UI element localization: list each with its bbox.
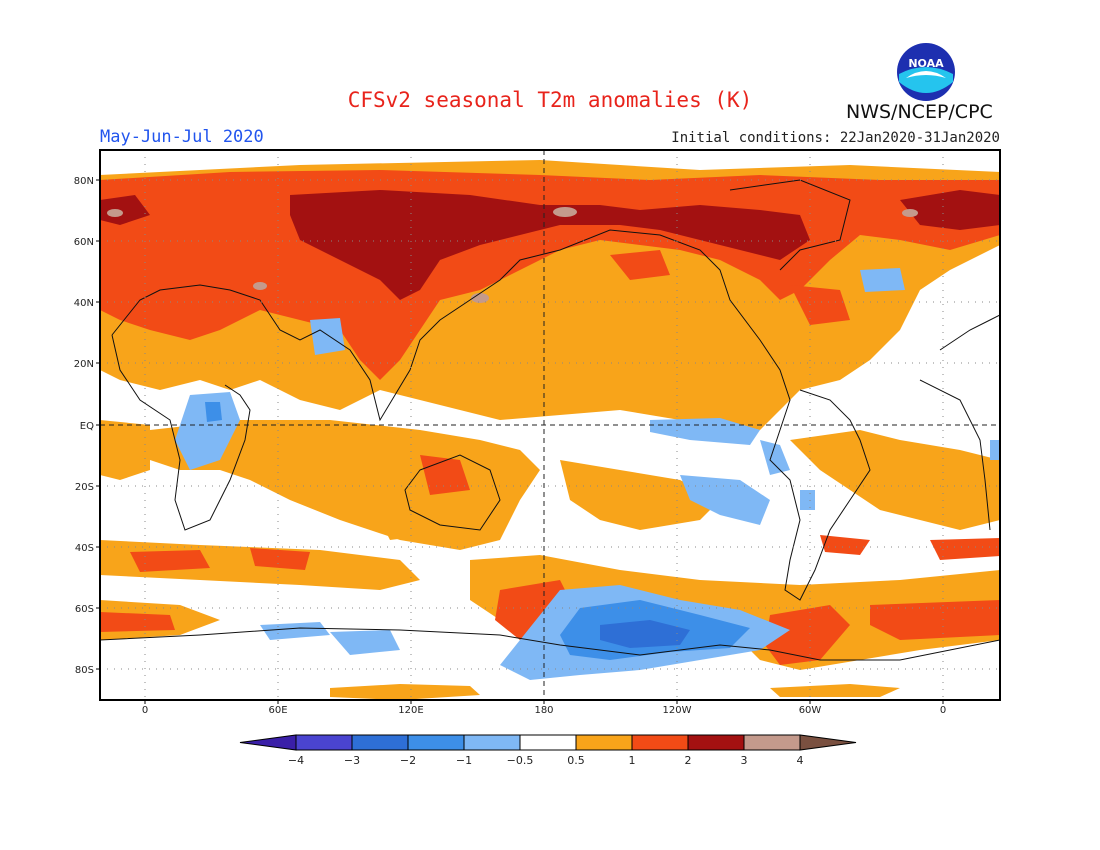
initial-conditions-label: Initial conditions: 22Jan2020-31Jan2020	[671, 130, 1000, 146]
season-label: May-Jun-Jul 2020	[100, 127, 264, 147]
colorbar-swatch	[743, 734, 801, 751]
lon-label: 60E	[268, 705, 287, 716]
colorbar-swatch	[463, 734, 521, 751]
colorbar-swatch	[351, 734, 409, 751]
lon-label: 180	[534, 705, 553, 716]
colorbar-tick-label: 0.5	[567, 754, 585, 767]
colorbar-tick-label: −0.5	[507, 754, 534, 767]
lon-label: 0	[940, 705, 946, 716]
graticule	[100, 150, 1000, 700]
lon-label: 120W	[663, 705, 692, 716]
anomaly-warm-3-4	[107, 207, 918, 303]
colorbar-tick-label: 3	[741, 754, 748, 767]
colorbar-tick-label: 1	[629, 754, 636, 767]
lat-label: 60N	[74, 237, 94, 248]
colorbar-swatch	[295, 734, 353, 751]
coastlines	[100, 179, 1000, 661]
colorbar-tick-label: 2	[685, 754, 692, 767]
colorbar-tick-label: −1	[456, 754, 472, 767]
lon-label: 120E	[398, 705, 423, 716]
chart-title: CFSv2 seasonal T2m anomalies (K)	[347, 88, 753, 112]
lat-label: 40N	[74, 298, 94, 309]
lat-label: EQ	[80, 421, 94, 432]
lat-label: 60S	[75, 604, 94, 615]
noaa-logo-text: NOAA	[908, 57, 944, 70]
colorbar-swatch	[631, 734, 689, 751]
lat-label: 80S	[75, 665, 94, 676]
noaa-logo: NOAA	[897, 43, 955, 101]
lat-label: 20N	[74, 359, 94, 370]
colorbar-tick-label: −3	[344, 754, 360, 767]
lon-label: 0	[142, 705, 148, 716]
colorbar-tick-label: −2	[400, 754, 416, 767]
colorbar-swatch	[519, 734, 577, 751]
longitude-ticks	[144, 700, 944, 704]
colorbar-tick-label: 4	[797, 754, 804, 767]
colorbar: −4 −3 −2 −1 −0.5 0.5 1 2 3 4	[239, 734, 857, 767]
longitude-labels: 0 60E 120E 180 120W 60W 0	[142, 705, 946, 716]
agency-label: NWS/NCEP/CPC	[846, 101, 993, 123]
colorbar-arrow-high	[799, 734, 857, 751]
equator-dateline	[100, 150, 1000, 700]
anomaly-cool-2-3	[600, 620, 690, 648]
lat-label: 40S	[75, 543, 94, 554]
anomaly-warm-2-3	[100, 190, 1000, 300]
lat-label: 20S	[75, 482, 94, 493]
latitude-ticks	[96, 179, 100, 670]
latitude-labels: 80N 60N 40N 20N EQ 20S 40S 60S 80S	[74, 176, 94, 676]
colorbar-swatch	[687, 734, 745, 751]
colorbar-swatch	[575, 734, 633, 751]
colorbar-tick-label: −4	[288, 754, 304, 767]
lat-label: 80N	[74, 176, 94, 187]
colorbar-swatch	[407, 734, 465, 751]
lon-label: 60W	[799, 705, 822, 716]
colorbar-arrow-low	[239, 734, 297, 751]
